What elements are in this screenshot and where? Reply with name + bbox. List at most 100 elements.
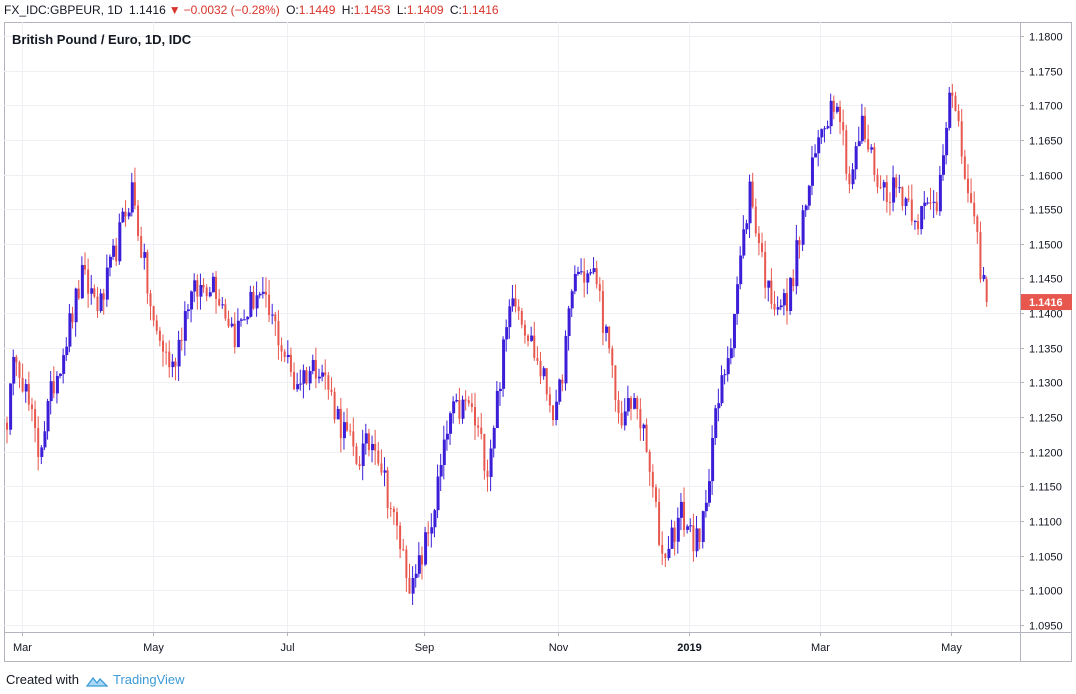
candle [545, 368, 548, 401]
candle [786, 278, 788, 325]
candle [396, 507, 398, 540]
candle [233, 312, 236, 354]
candle [920, 205, 924, 235]
candle [948, 86, 952, 131]
candle [489, 439, 493, 492]
candle [140, 226, 143, 259]
candle [810, 145, 814, 196]
time-tick-label: Mar [811, 642, 830, 654]
candle [305, 367, 308, 385]
candle [764, 240, 767, 299]
candle [530, 326, 534, 342]
tradingview-link[interactable]: TradingView [113, 672, 185, 687]
close-label: C: [449, 3, 462, 17]
candle [68, 303, 72, 353]
candle [408, 563, 411, 594]
candle [324, 359, 327, 390]
candle [932, 190, 936, 219]
candle [293, 362, 296, 391]
candle [832, 95, 835, 120]
candle [651, 464, 654, 498]
candle [558, 378, 562, 405]
candle [689, 518, 693, 532]
candle [146, 249, 149, 304]
price-tick-label: 1.1150 [1029, 482, 1062, 494]
candle [829, 93, 833, 135]
candle [729, 338, 733, 365]
candle [667, 535, 671, 561]
candle [867, 124, 870, 153]
symbol-label[interactable]: FX_IDC:GBPEUR, 1D [4, 3, 123, 17]
price-tick-label: 1.1550 [1029, 205, 1063, 217]
candle [698, 528, 701, 550]
candle [12, 349, 16, 396]
candle [966, 164, 969, 203]
candle [37, 416, 40, 471]
time-tick-label: May [143, 642, 164, 654]
candle [414, 564, 418, 588]
candle [133, 167, 136, 210]
candle [386, 466, 389, 519]
open-label: O: [286, 3, 299, 17]
candle [527, 333, 530, 347]
candle [673, 520, 676, 556]
price-tick-label: 1.1350 [1029, 344, 1063, 356]
candle [461, 395, 465, 424]
chart-area[interactable]: 1.0950 1.1000 1.1050 1.1100 1.1150 1.1200 1.12… [4, 22, 1072, 662]
candle [704, 489, 708, 518]
price-tick-label: 1.1800 [1029, 32, 1063, 44]
candle [567, 305, 571, 351]
candle [283, 348, 286, 363]
candle [723, 369, 727, 385]
candle [467, 396, 470, 407]
candle [973, 191, 976, 225]
candle [782, 288, 786, 316]
candle [93, 284, 96, 299]
candle [957, 104, 960, 127]
candle [514, 284, 517, 313]
candle [633, 392, 637, 410]
candle [62, 348, 66, 384]
last-price-tag [1021, 294, 1072, 311]
candle [801, 204, 805, 252]
candle [430, 513, 434, 548]
time-tick-label: Jul [280, 642, 294, 654]
candle [658, 488, 661, 547]
candle [355, 442, 358, 466]
candle [77, 279, 80, 301]
candle [102, 288, 105, 315]
candle [480, 412, 483, 440]
candle [670, 519, 674, 549]
price-tick-label: 1.1700 [1029, 101, 1063, 113]
candle [436, 464, 440, 519]
candle [636, 395, 639, 420]
candle [399, 522, 402, 559]
candle [611, 345, 614, 378]
candle [564, 330, 568, 391]
candle [336, 405, 340, 420]
time-tick-label: 2019 [677, 642, 701, 654]
candle [264, 277, 267, 308]
candle [648, 449, 651, 486]
candle [926, 197, 930, 205]
price-tick-label: 1.1600 [1029, 171, 1063, 183]
candle [617, 391, 620, 424]
price-axis[interactable]: 1.0950 1.1000 1.1050 1.1100 1.1150 1.1200 1.12… [1020, 32, 1063, 633]
price-tick-label: 1.1200 [1029, 448, 1063, 460]
candle [888, 192, 891, 216]
candle [486, 459, 489, 492]
time-axis[interactable]: Mar May Jul Sep Nov 2019 Mar May [13, 632, 962, 654]
candle [277, 310, 280, 360]
candle [614, 365, 617, 412]
candle [108, 254, 112, 277]
candle [963, 149, 966, 180]
candle [773, 291, 776, 316]
candle [517, 299, 520, 320]
candle [55, 371, 59, 404]
candle [420, 546, 423, 580]
price-chart[interactable]: 1.0950 1.1000 1.1050 1.1100 1.1150 1.1200 1.12… [4, 22, 1072, 662]
candle [951, 83, 954, 108]
candle [367, 428, 370, 457]
chart-title: British Pound / Euro, 1D, IDC [12, 32, 192, 47]
candle [314, 347, 317, 389]
